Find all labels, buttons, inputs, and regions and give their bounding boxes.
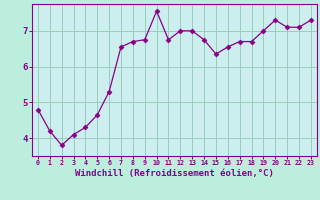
X-axis label: Windchill (Refroidissement éolien,°C): Windchill (Refroidissement éolien,°C) <box>75 169 274 178</box>
